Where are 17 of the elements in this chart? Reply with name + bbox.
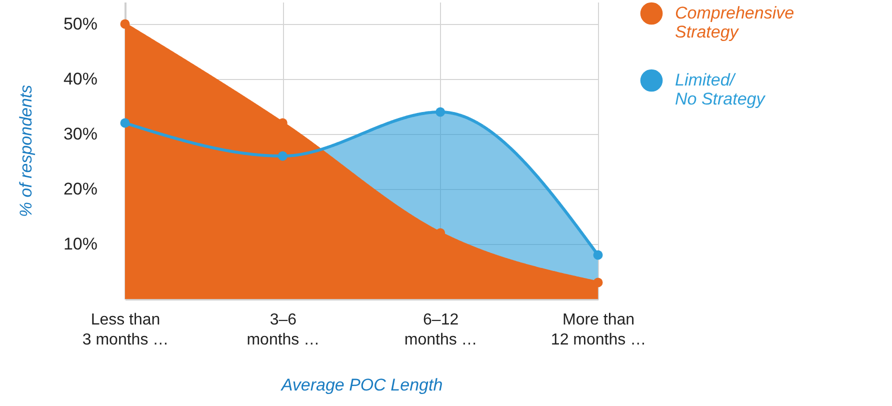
x-tick-label: 3–6 months … <box>246 312 320 348</box>
point <box>120 19 130 29</box>
legend-label: Comprehensive Strategy <box>675 4 794 42</box>
point <box>120 118 130 128</box>
y-tick-label: 20% <box>63 180 98 198</box>
y-tick-label: 40% <box>63 70 98 88</box>
x-tick-label: Less than 3 months … <box>82 312 169 348</box>
y-tick-label: 50% <box>63 14 98 34</box>
legend-label: Limited/ No Strategy <box>675 70 766 108</box>
x-tick-label: More than 12 months … <box>550 312 646 348</box>
x-tick-label: 6–12 months … <box>404 312 478 348</box>
point <box>278 151 288 161</box>
y-axis-title: % of respondents <box>16 84 36 218</box>
point <box>436 107 446 117</box>
x-axis-title: Average POC Length <box>280 376 443 394</box>
y-tick-label: 10% <box>63 234 98 254</box>
y-tick-label: 30% <box>63 124 98 144</box>
